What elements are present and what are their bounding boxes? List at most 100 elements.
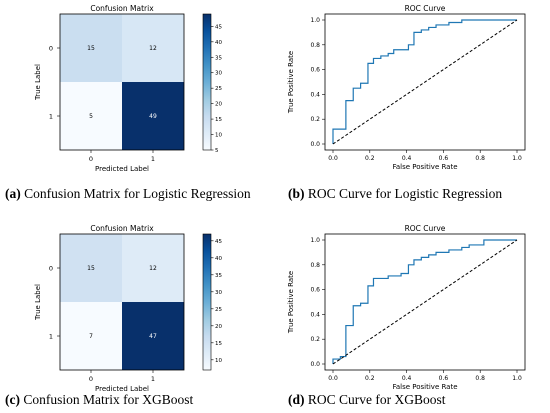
y-tick-label: 1.0 <box>310 17 320 24</box>
x-tick-label: 0.4 <box>402 155 412 162</box>
x-tick-label: 1 <box>151 375 155 383</box>
chart-title: Confusion Matrix <box>90 224 154 233</box>
x-tick-label: 0.8 <box>475 375 485 382</box>
heatmap-cell <box>122 14 184 82</box>
colorbar-tick-label: 40 <box>215 40 222 46</box>
x-tick-label: 1 <box>151 155 155 163</box>
x-tick-label: 0.0 <box>328 155 338 162</box>
y-tick-label: 0 <box>49 265 53 273</box>
y-tick-label: 0.4 <box>310 311 320 318</box>
x-tick-label: 0 <box>89 375 93 383</box>
cell-value-label: 49 <box>149 113 157 120</box>
x-axis-label: Predicted Label <box>95 385 149 393</box>
caption-c-text: Confusion Matrix for XGBoost <box>23 392 194 407</box>
colorbar <box>202 13 212 151</box>
colorbar <box>202 233 212 371</box>
colorbar-tick-label: 35 <box>215 273 222 279</box>
roc-curve-xgboost-panel: ROC Curve 0.0 0.2 0.4 0.6 0.8 1.0 0.0 0.2 0.4 0.6 0… <box>275 220 550 400</box>
y-tick-label: 0.2 <box>310 116 320 123</box>
colorbar-tick-label: 10 <box>215 133 222 139</box>
caption-a-text: Confusion Matrix for Logistic Regression <box>24 186 251 201</box>
x-tick-label: 0.2 <box>365 375 375 382</box>
heatmap-cell <box>122 234 184 302</box>
caption-c-label: (c) <box>5 392 20 407</box>
roc-curve-line <box>332 239 517 364</box>
cell-value-label: 15 <box>87 45 95 52</box>
chart-title: ROC Curve <box>405 4 446 13</box>
heatmap-cell <box>60 82 122 150</box>
x-tick-label: 1.0 <box>512 155 522 162</box>
colorbar-tick-label: 40 <box>215 256 222 262</box>
colorbar-tick-label: 25 <box>215 307 222 313</box>
y-tick-label: 1 <box>49 333 53 341</box>
x-axis-label: False Positive Rate <box>392 383 457 391</box>
x-tick-label: 0.6 <box>439 375 449 382</box>
confusion-matrix-xgboost-panel: Confusion Matrix 15 12 7 47 0 1 0 1 Predicted Lab… <box>0 220 275 400</box>
y-axis-label: True Label <box>34 64 42 101</box>
x-tick-label: 1.0 <box>512 375 522 382</box>
chart-title: Confusion Matrix <box>90 4 154 13</box>
colorbar-tick-label: 45 <box>215 24 222 30</box>
colorbar-tick-label: 15 <box>215 341 222 347</box>
roc-curve-line <box>332 19 517 144</box>
caption-d-text: ROC Curve for XGBoost <box>307 392 446 407</box>
y-tick-label: 0.8 <box>310 262 320 269</box>
roc-curve-logreg-panel: ROC Curve 0.0 0.2 0.4 0.6 0.8 1.0 0.0 0.2 0.4 0.6 0… <box>275 0 550 180</box>
y-axis-label: True Positive Rate <box>287 51 295 114</box>
colorbar-tick-label: 45 <box>215 239 222 245</box>
caption-b-label: (b) <box>288 186 305 201</box>
cell-value-label: 12 <box>149 265 157 272</box>
x-axis-label: False Positive Rate <box>392 163 457 171</box>
y-tick-label: 0.8 <box>310 42 320 49</box>
colorbar-tick-label: 20 <box>215 102 222 108</box>
colorbar-tick-label: 30 <box>215 290 222 296</box>
caption-d: (d) ROC Curve for XGBoost <box>288 392 446 408</box>
x-tick-label: 0.6 <box>439 155 449 162</box>
plot-frame <box>59 13 185 151</box>
y-tick-label: 0.0 <box>310 141 320 148</box>
cell-value-label: 5 <box>89 113 93 120</box>
y-tick-label: 0 <box>49 45 53 53</box>
heatmap-cell <box>122 302 184 370</box>
heatmap-cell <box>60 302 122 370</box>
y-tick-label: 0.6 <box>310 67 320 74</box>
chance-diagonal-line <box>332 239 518 365</box>
roc-curve-xgboost-chart: ROC Curve 0.0 0.2 0.4 0.6 0.8 1.0 0.0 0.2 0.4 0.6 0… <box>287 224 526 391</box>
y-axis-label: True Positive Rate <box>287 271 295 334</box>
x-tick-label: 0.8 <box>475 155 485 162</box>
y-tick-label: 0.2 <box>310 336 320 343</box>
heatmap-cell <box>60 234 122 302</box>
caption-c: (c) Confusion Matrix for XGBoost <box>5 392 193 408</box>
y-tick-label: 1 <box>49 113 53 121</box>
y-axis-label: True Label <box>34 284 42 321</box>
heatmap-cell <box>122 82 184 150</box>
x-tick-label: 0.2 <box>365 155 375 162</box>
x-tick-label: 0.4 <box>402 375 412 382</box>
roc-curve-logreg-chart: ROC Curve 0.0 0.2 0.4 0.6 0.8 1.0 0.0 0.2 0.4 0.6 0… <box>287 4 526 171</box>
caption-a: (a) Confusion Matrix for Logistic Regres… <box>5 186 251 202</box>
x-axis-label: Predicted Label <box>95 165 149 173</box>
caption-d-label: (d) <box>288 392 305 407</box>
x-tick-label: 0.0 <box>328 375 338 382</box>
y-tick-label: 1.0 <box>310 237 320 244</box>
colorbar-tick-label: 5 <box>215 148 219 154</box>
heatmap-cell <box>60 14 122 82</box>
colorbar-tick-label: 25 <box>215 86 222 92</box>
caption-b: (b) ROC Curve for Logistic Regression <box>288 186 502 202</box>
confusion-matrix-logreg-panel: Confusion Matrix 15 12 5 49 0 1 0 1 Predicted Lab… <box>0 0 275 180</box>
cell-value-label: 15 <box>87 265 95 272</box>
y-tick-label: 0.4 <box>310 91 320 98</box>
colorbar-tick-label: 20 <box>215 324 222 330</box>
y-tick-label: 0.0 <box>310 361 320 368</box>
cell-value-label: 47 <box>149 333 157 340</box>
y-tick-label: 0.6 <box>310 287 320 294</box>
colorbar-tick-label: 10 <box>215 358 222 364</box>
chart-title: ROC Curve <box>405 224 446 233</box>
caption-b-text: ROC Curve for Logistic Regression <box>307 186 503 201</box>
chance-diagonal-line <box>332 19 518 145</box>
cell-value-label: 12 <box>149 45 157 52</box>
caption-a-label: (a) <box>5 186 21 201</box>
cell-value-label: 7 <box>89 333 93 340</box>
colorbar-tick-label: 35 <box>215 55 222 61</box>
